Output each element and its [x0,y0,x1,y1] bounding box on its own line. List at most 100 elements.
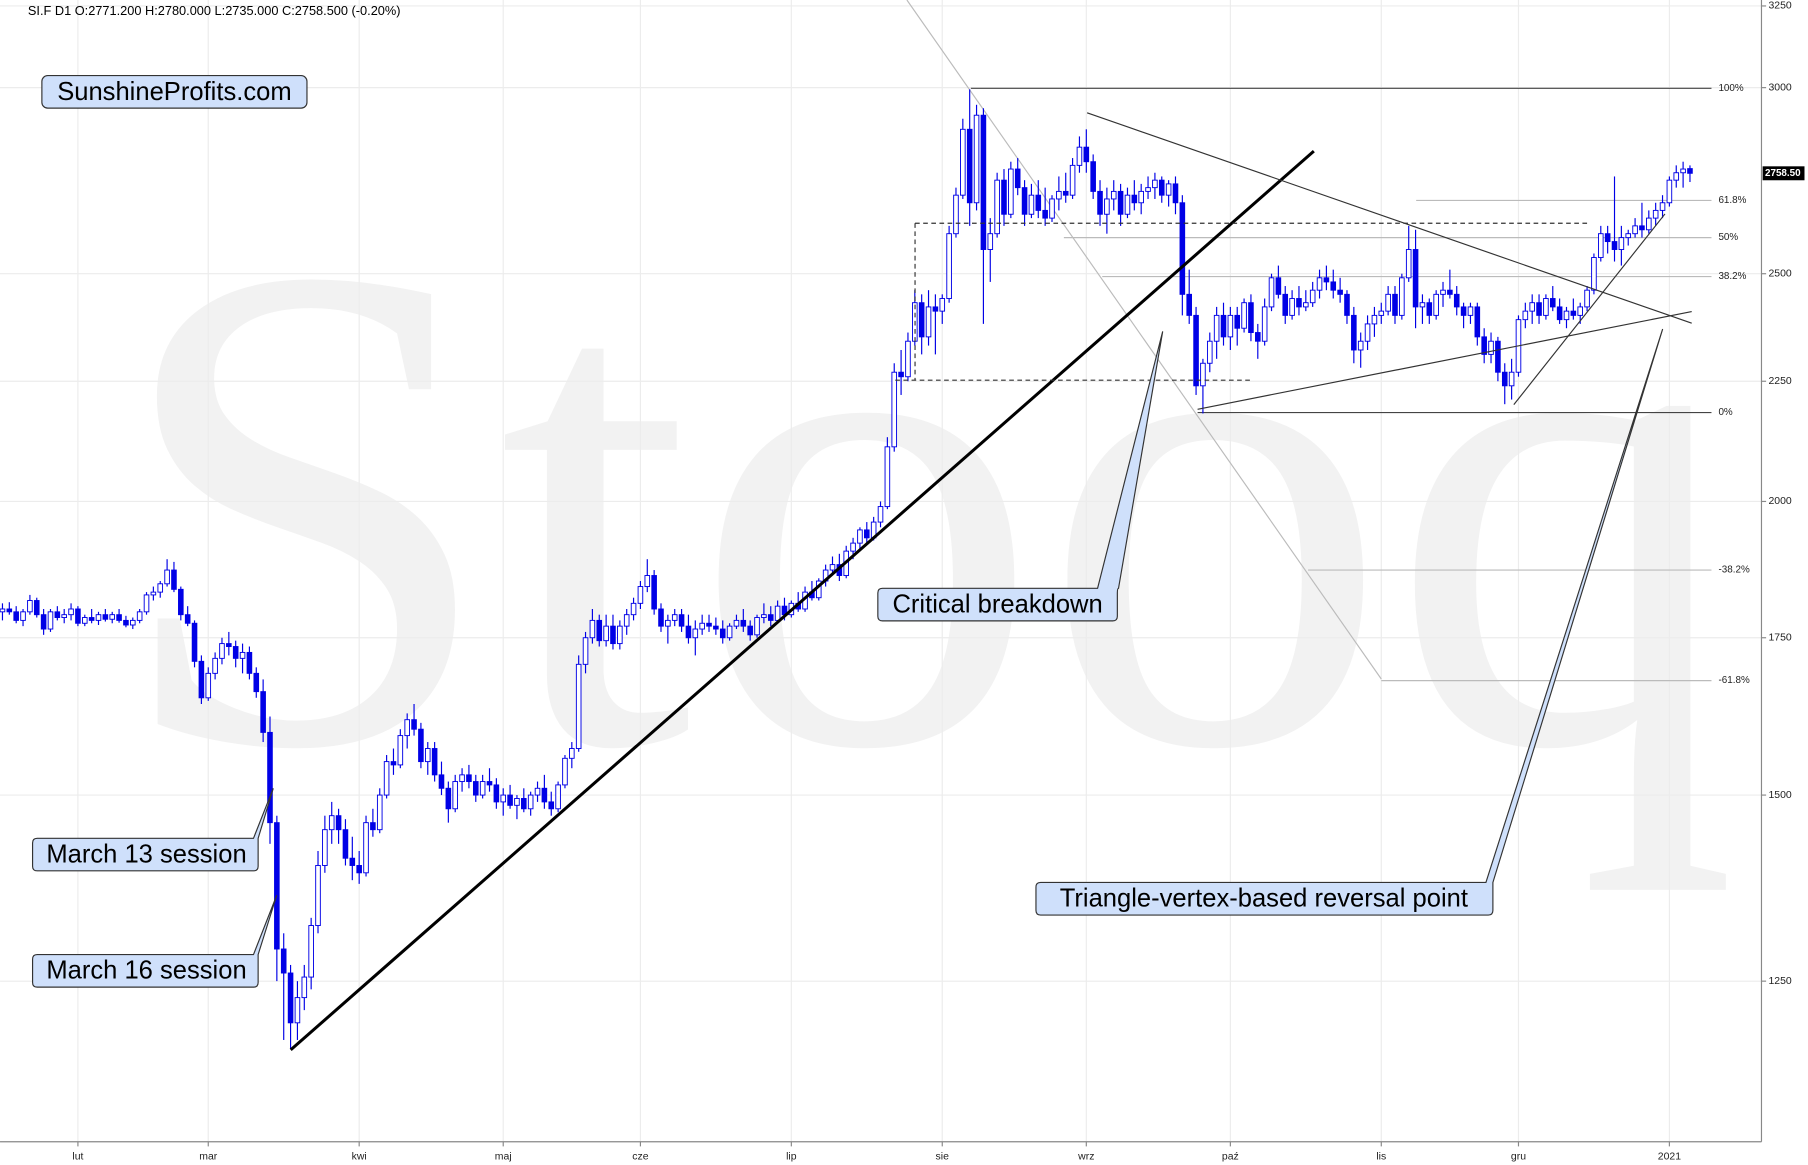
candle-body [178,588,184,616]
candle-body [1666,179,1673,204]
header: SI.F D1 O:2771.200 H:2780.000 L:2735.000… [28,3,401,18]
candle-body [562,757,568,786]
annotation: March 16 session [46,957,246,985]
candle-body [589,619,596,639]
candle-body [1495,340,1501,373]
candle-body [226,643,232,647]
candle-body [27,600,33,613]
candle-body [349,857,356,866]
candle-body [1419,302,1426,308]
candle-body [1028,194,1035,215]
candle-body [342,829,349,859]
candle-body [253,672,260,693]
candle-body [1090,161,1096,192]
candle-body [102,614,109,620]
candle-body [569,748,575,759]
y-tick-label: 3250 [1768,1,1791,12]
candle-body [1453,293,1460,308]
candle-body [966,128,973,204]
candle-body [1316,277,1323,291]
candle-body [33,600,40,616]
candle-body [1227,314,1234,338]
candle-body [1152,179,1158,189]
candle-body [294,997,301,1024]
candle-body [1001,179,1007,215]
candle-body [20,611,26,621]
candle-body [205,672,212,699]
y-tick-label: 1750 [1768,633,1791,644]
candle-body [383,761,390,796]
candle-body [1330,281,1337,291]
callout: Triangle-vertex-based reversal point [1035,328,1664,916]
candle-body [1035,194,1042,211]
candle-body [191,622,198,662]
candle-body [13,611,19,621]
candle-body [280,948,287,974]
callout-box [877,331,1164,622]
candle-body [479,781,486,796]
y-tick-label: 1250 [1768,976,1791,987]
candle-body [61,614,67,618]
candle-body [1097,190,1103,215]
candle-body [555,784,561,810]
candle-body [1351,314,1357,351]
candle-body [747,625,753,636]
candle-body [171,569,177,590]
candle-body [644,575,651,588]
candle-body [81,617,88,624]
candle-body [1549,298,1556,308]
candle-body [260,691,266,733]
candle-body [1049,198,1055,219]
candle-body [1399,277,1405,316]
candle-body [918,302,925,338]
candle-body [857,529,863,544]
candle-body [527,794,534,810]
candle-body [932,306,939,312]
candle-body [1056,190,1062,200]
candle-body [1275,277,1282,295]
candle-body [1680,168,1686,174]
candle-body [88,617,95,621]
fib-label: 38.2% [1718,271,1746,282]
candle-body [1646,217,1652,231]
candle-body [239,651,246,659]
trend-line [1086,112,1692,324]
candle-body [925,306,932,338]
candle-body [1536,302,1542,316]
candle-body [452,781,458,810]
x-tick-label: gru [1511,1152,1526,1163]
candle-body [891,371,898,448]
candle-body [1364,323,1371,342]
candle-body [719,628,726,639]
candle-body [459,774,465,783]
candle-body [116,614,122,621]
callout: SunshineProfits.com [41,74,308,109]
watermark: Stooq [110,119,1738,894]
candle-body [130,619,136,626]
y-tick-label: 2250 [1768,376,1791,387]
candle-body [1179,202,1186,295]
candle-body [1598,233,1604,258]
candle-body [1158,179,1165,196]
candle-body [157,583,164,593]
candle-body [1426,302,1433,316]
candle-body [1412,249,1419,308]
candle-body [1481,336,1487,355]
candle-body [1488,340,1494,355]
candle-body [1296,298,1302,308]
candle-body [335,815,342,831]
candle-body [774,605,781,621]
candle-body [1104,198,1110,215]
candle-body [973,114,980,204]
candle-body [1639,225,1645,231]
candle-body [1303,302,1309,308]
candle-body [1241,302,1247,329]
candle-body [1248,302,1254,334]
candle-body [1371,314,1378,325]
candle-body [466,774,472,783]
candle-body [1289,298,1295,316]
candle-body [658,608,664,627]
candle-body [548,801,555,810]
candle-body [630,602,637,616]
candle-body [1652,209,1659,219]
